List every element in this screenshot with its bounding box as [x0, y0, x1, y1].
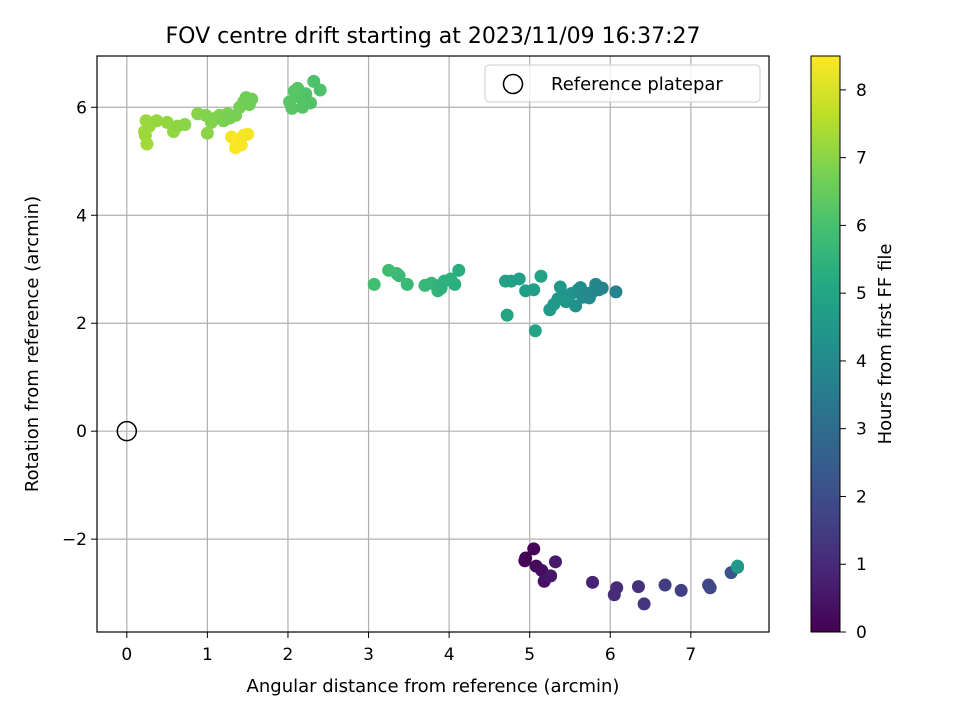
- data-point: [569, 299, 583, 313]
- y-tick-label: −2: [62, 530, 87, 550]
- plot-background: [97, 56, 769, 632]
- data-point: [452, 263, 466, 277]
- x-axis-ticks: 0 1 2 3 4 5 6 7: [121, 632, 696, 665]
- reference-point: [116, 420, 138, 442]
- x-tick-label: 1: [202, 645, 213, 665]
- colorbar-tick-label: 6: [856, 216, 867, 236]
- data-point: [658, 578, 672, 592]
- x-tick-label: 6: [605, 645, 616, 665]
- data-point: [731, 559, 745, 573]
- colorbar-tick-label: 1: [856, 555, 867, 575]
- colorbar-tick-label: 8: [856, 81, 867, 101]
- data-point: [637, 597, 651, 611]
- data-point: [527, 542, 541, 556]
- data-point: [544, 569, 558, 583]
- y-tick-label: 2: [76, 314, 87, 334]
- colorbar: 0 1 2 3 4 5 6 7 8 Hours from first FF file: [810, 55, 896, 643]
- y-axis-label: Rotation from reference (arcmin): [22, 196, 43, 492]
- chart-title: FOV centre drift starting at 2023/11/09 …: [166, 24, 701, 49]
- data-point: [586, 575, 600, 589]
- y-tick-label: 6: [76, 98, 87, 118]
- data-point: [631, 580, 645, 594]
- data-point: [610, 581, 624, 595]
- data-point: [304, 96, 318, 110]
- legend: Reference platepar: [484, 64, 761, 103]
- plot-area: 0 1 2 3 4 5 6 7 −2 0 2 4 6: [62, 55, 770, 665]
- data-point: [367, 277, 381, 291]
- x-tick-label: 3: [363, 645, 374, 665]
- colorbar-label: Hours from first FF file: [875, 244, 896, 445]
- plot-frame: [96, 55, 770, 633]
- data-point: [150, 114, 164, 128]
- data-point: [234, 138, 248, 152]
- data-point: [241, 127, 255, 141]
- data-points: [138, 74, 745, 611]
- colorbar-tick-label: 7: [856, 149, 867, 169]
- legend-marker-open-circle: [502, 73, 524, 95]
- data-point: [518, 554, 532, 568]
- colorbar-tick-label: 5: [856, 284, 867, 304]
- colorbar-tick-label: 3: [856, 420, 867, 440]
- data-point: [392, 269, 406, 283]
- data-point: [245, 92, 259, 106]
- colorbar-tick-label: 0: [856, 623, 867, 643]
- x-tick-label: 7: [685, 645, 696, 665]
- data-point: [528, 324, 542, 338]
- data-point: [512, 272, 526, 286]
- data-point: [534, 269, 548, 283]
- reference-platepar-marker: [116, 420, 138, 442]
- legend-box: [484, 64, 761, 103]
- data-point: [313, 83, 327, 97]
- data-point: [140, 137, 154, 151]
- data-point: [200, 126, 214, 140]
- colorbar-tick-label: 2: [856, 487, 867, 507]
- data-point: [674, 583, 688, 597]
- x-tick-label: 2: [283, 645, 294, 665]
- x-axis-label: Angular distance from reference (arcmin): [247, 676, 620, 697]
- data-point: [448, 277, 462, 291]
- x-tick-label: 0: [121, 645, 132, 665]
- grid-lines: [97, 56, 769, 632]
- data-point: [595, 281, 609, 295]
- y-axis-ticks: −2 0 2 4 6: [62, 98, 97, 550]
- colorbar-ticks: 0 1 2 3 4 5 6 7 8: [840, 81, 867, 643]
- data-point: [703, 581, 717, 595]
- data-point: [609, 285, 623, 299]
- data-point: [160, 115, 174, 129]
- x-tick-label: 4: [444, 645, 455, 665]
- data-point: [178, 118, 192, 132]
- colorbar-gradient: [810, 55, 841, 633]
- data-point: [400, 277, 414, 291]
- x-tick-label: 5: [524, 645, 535, 665]
- data-point: [500, 308, 514, 322]
- data-point: [527, 283, 541, 297]
- data-point: [285, 101, 299, 115]
- y-tick-label: 0: [76, 422, 87, 442]
- legend-entry-label: Reference platepar: [551, 74, 723, 95]
- y-tick-label: 4: [76, 206, 87, 226]
- colorbar-tick-label: 4: [856, 352, 867, 372]
- data-point: [551, 292, 565, 306]
- data-point: [548, 555, 562, 569]
